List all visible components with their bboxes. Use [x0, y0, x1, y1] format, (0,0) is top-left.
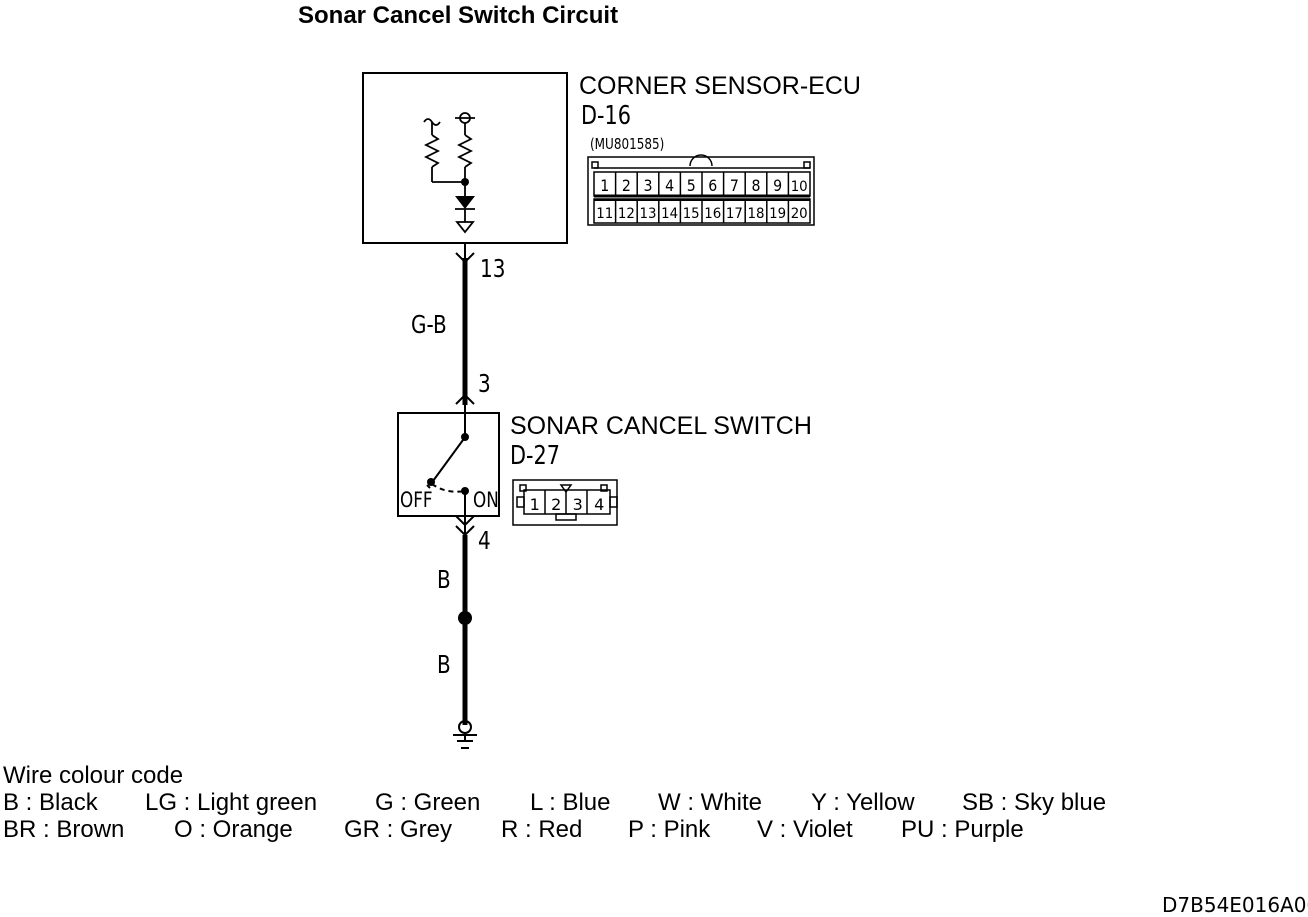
legend-row-1: B : Black LG : Light green G : Green L : Bl…	[3, 789, 1106, 817]
ecu-internal-circuit	[423, 112, 475, 234]
wire-color-lower-1: B	[437, 565, 451, 594]
ecu-pin-3: 3	[644, 176, 653, 195]
ecu-pin-10: 10	[791, 179, 808, 195]
diagram-title: Sonar Cancel Switch Circuit	[298, 2, 619, 29]
wire-harness	[455, 243, 475, 725]
legend-item: R : Red	[501, 816, 583, 843]
wire-color-upper: G-B	[411, 310, 447, 339]
ecu-pin-9: 9	[773, 176, 782, 195]
legend-item: BR : Brown	[3, 816, 125, 843]
legend-item: B : Black	[3, 789, 98, 816]
switch-pin-2: 2	[551, 495, 561, 514]
switch-connector-d27	[512, 479, 618, 526]
switch-pin-bottom-label: 4	[478, 526, 491, 555]
ecu-pin-6: 6	[708, 176, 717, 195]
legend-item: PU : Purple	[901, 816, 1024, 843]
ecu-pin-8: 8	[752, 176, 761, 195]
legend-item: L : Blue	[530, 789, 611, 816]
ecu-pin-label: 13	[480, 254, 506, 283]
legend-item: V : Violet	[757, 816, 853, 843]
ecu-pin-7: 7	[730, 176, 739, 195]
legend-item: GR : Grey	[344, 816, 453, 843]
ecu-connector-code: D-16	[581, 101, 631, 131]
ecu-pin-11: 11	[596, 206, 613, 222]
legend-row-2: BR : Brown O : Orange GR : Grey R : Red P : …	[3, 816, 1024, 844]
legend-item: W : White	[658, 789, 763, 816]
ecu-pin-1: 1	[600, 176, 609, 195]
ecu-pin-14: 14	[661, 206, 678, 222]
splice-dot	[458, 611, 472, 625]
ecu-pin-13: 13	[640, 206, 657, 222]
switch-pin-top-label: 3	[478, 369, 491, 398]
ecu-pin-17: 17	[726, 206, 743, 222]
ecu-pin-16: 16	[704, 206, 721, 222]
legend-item: Y : Yellow	[811, 789, 915, 816]
switch-on-label: ON	[473, 488, 499, 512]
ecu-part-number: (MU801585)	[590, 135, 665, 153]
diode-icon	[455, 196, 475, 209]
ecu-pin-19: 19	[769, 206, 786, 222]
switch-pin-1: 1	[530, 495, 540, 514]
ecu-junction-dot	[461, 178, 469, 186]
switch-box	[397, 412, 500, 517]
switch-connector-code: D-27	[510, 441, 560, 471]
ecu-pin-2: 2	[622, 176, 631, 195]
figure-code: D7B54E016A00	[1162, 893, 1308, 917]
switch-name: SONAR CANCEL SWITCH	[510, 412, 812, 440]
ecu-name: CORNER SENSOR-ECU	[579, 72, 861, 100]
legend-item: LG : Light green	[145, 789, 318, 816]
ecu-pin-18: 18	[748, 206, 765, 222]
switch-off-label: OFF	[400, 488, 433, 512]
legend-item: O : Orange	[174, 816, 293, 843]
ecu-pin-20: 20	[791, 206, 808, 222]
ecu-pin-4: 4	[665, 176, 674, 195]
switch-pin-4: 4	[594, 495, 604, 514]
legend-title: Wire colour code	[3, 762, 184, 789]
legend-item: P : Pink	[628, 816, 711, 843]
legend-item: SB : Sky blue	[962, 789, 1107, 816]
legend-item: G : Green	[375, 789, 481, 816]
ecu-pin-12: 12	[618, 206, 635, 222]
switch-symbol	[426, 413, 466, 516]
ecu-pin-15: 15	[683, 206, 700, 222]
switch-pin-3: 3	[573, 495, 583, 514]
ground-icon	[453, 720, 477, 749]
wire-color-lower-2: B	[437, 650, 451, 679]
ecu-pin-5: 5	[687, 176, 696, 195]
